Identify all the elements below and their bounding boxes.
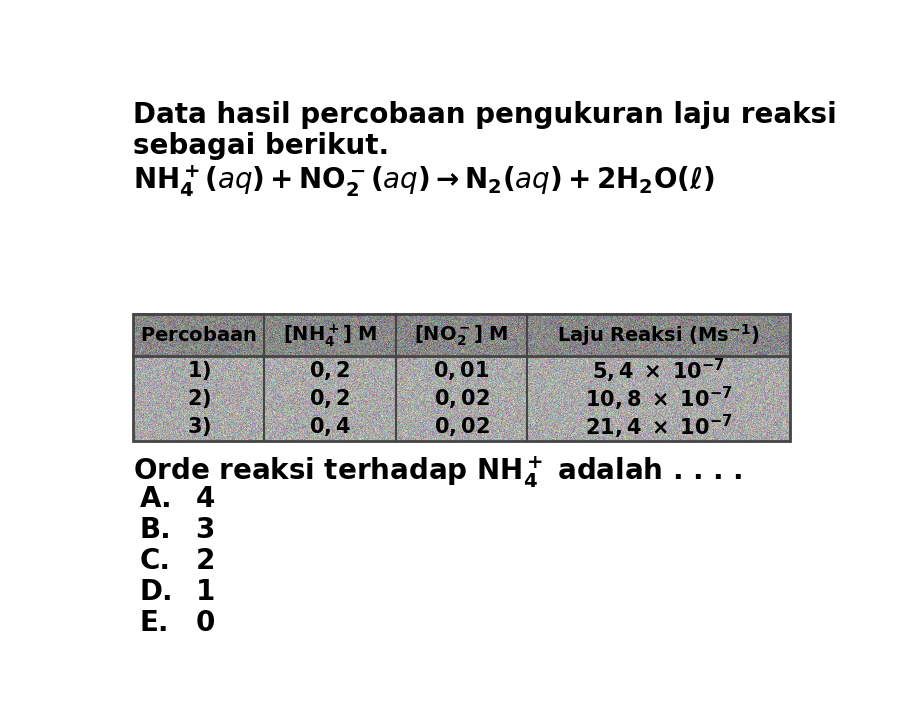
Bar <box>133 314 790 440</box>
Text: $\bf{0,2}$: $\bf{0,2}$ <box>309 359 351 382</box>
Text: 1: 1 <box>196 578 214 606</box>
Text: $\bf{0,01}$: $\bf{0,01}$ <box>433 359 490 382</box>
Text: 4: 4 <box>196 486 215 513</box>
Text: 3: 3 <box>196 516 215 545</box>
Text: A.: A. <box>140 486 172 513</box>
Text: 2: 2 <box>196 547 215 575</box>
Text: $\bf{0,2}$: $\bf{0,2}$ <box>309 387 351 410</box>
Text: D.: D. <box>140 578 173 606</box>
Text: $\bf{1)}$: $\bf{1)}$ <box>187 359 211 382</box>
Text: $\bf{0,02}$: $\bf{0,02}$ <box>433 387 489 410</box>
Text: B.: B. <box>140 516 171 545</box>
Text: $\bf{[NO_2^-]\ M}$: $\bf{[NO_2^-]\ M}$ <box>414 323 509 348</box>
Text: $\bf{Percobaan}$: $\bf{Percobaan}$ <box>140 326 257 345</box>
Text: $\bf{21,4\ \times\ 10^{-7}}$: $\bf{21,4\ \times\ 10^{-7}}$ <box>585 412 732 440</box>
Text: E.: E. <box>140 609 170 637</box>
Text: sebagai berikut.: sebagai berikut. <box>133 132 389 160</box>
Text: $\bf{0,02}$: $\bf{0,02}$ <box>433 415 489 438</box>
Text: 0: 0 <box>196 609 215 637</box>
Text: $\bf{[NH_4^+]\ M}$: $\bf{[NH_4^+]\ M}$ <box>283 322 377 349</box>
Text: $\mathbf{NH_4^+(}$$\mathbf{\mathit{aq}}$$\mathbf{) + NO_2^-(}$$\mathbf{\mathit{a: $\mathbf{NH_4^+(}$$\mathbf{\mathit{aq}}$… <box>133 163 715 199</box>
Text: $\bf{Laju\ Reaksi\ (Ms^{-1})}$: $\bf{Laju\ Reaksi\ (Ms^{-1})}$ <box>557 323 760 349</box>
Text: C.: C. <box>140 547 171 575</box>
Text: $\bf{5,4\ \times\ 10^{-7}}$: $\bf{5,4\ \times\ 10^{-7}}$ <box>592 356 725 384</box>
Text: Data hasil percobaan pengukuran laju reaksi: Data hasil percobaan pengukuran laju rea… <box>133 101 837 130</box>
Text: $\bf{10,8\ \times\ 10^{-7}}$: $\bf{10,8\ \times\ 10^{-7}}$ <box>585 384 732 413</box>
Text: $\bf{0,4}$: $\bf{0,4}$ <box>309 415 351 438</box>
Text: Orde reaksi terhadap $\bf{NH_4^+}$ adalah . . . .: Orde reaksi terhadap $\bf{NH_4^+}$ adala… <box>133 454 743 491</box>
Text: $\bf{3)}$: $\bf{3)}$ <box>187 415 211 438</box>
Text: $\bf{2)}$: $\bf{2)}$ <box>187 387 211 410</box>
